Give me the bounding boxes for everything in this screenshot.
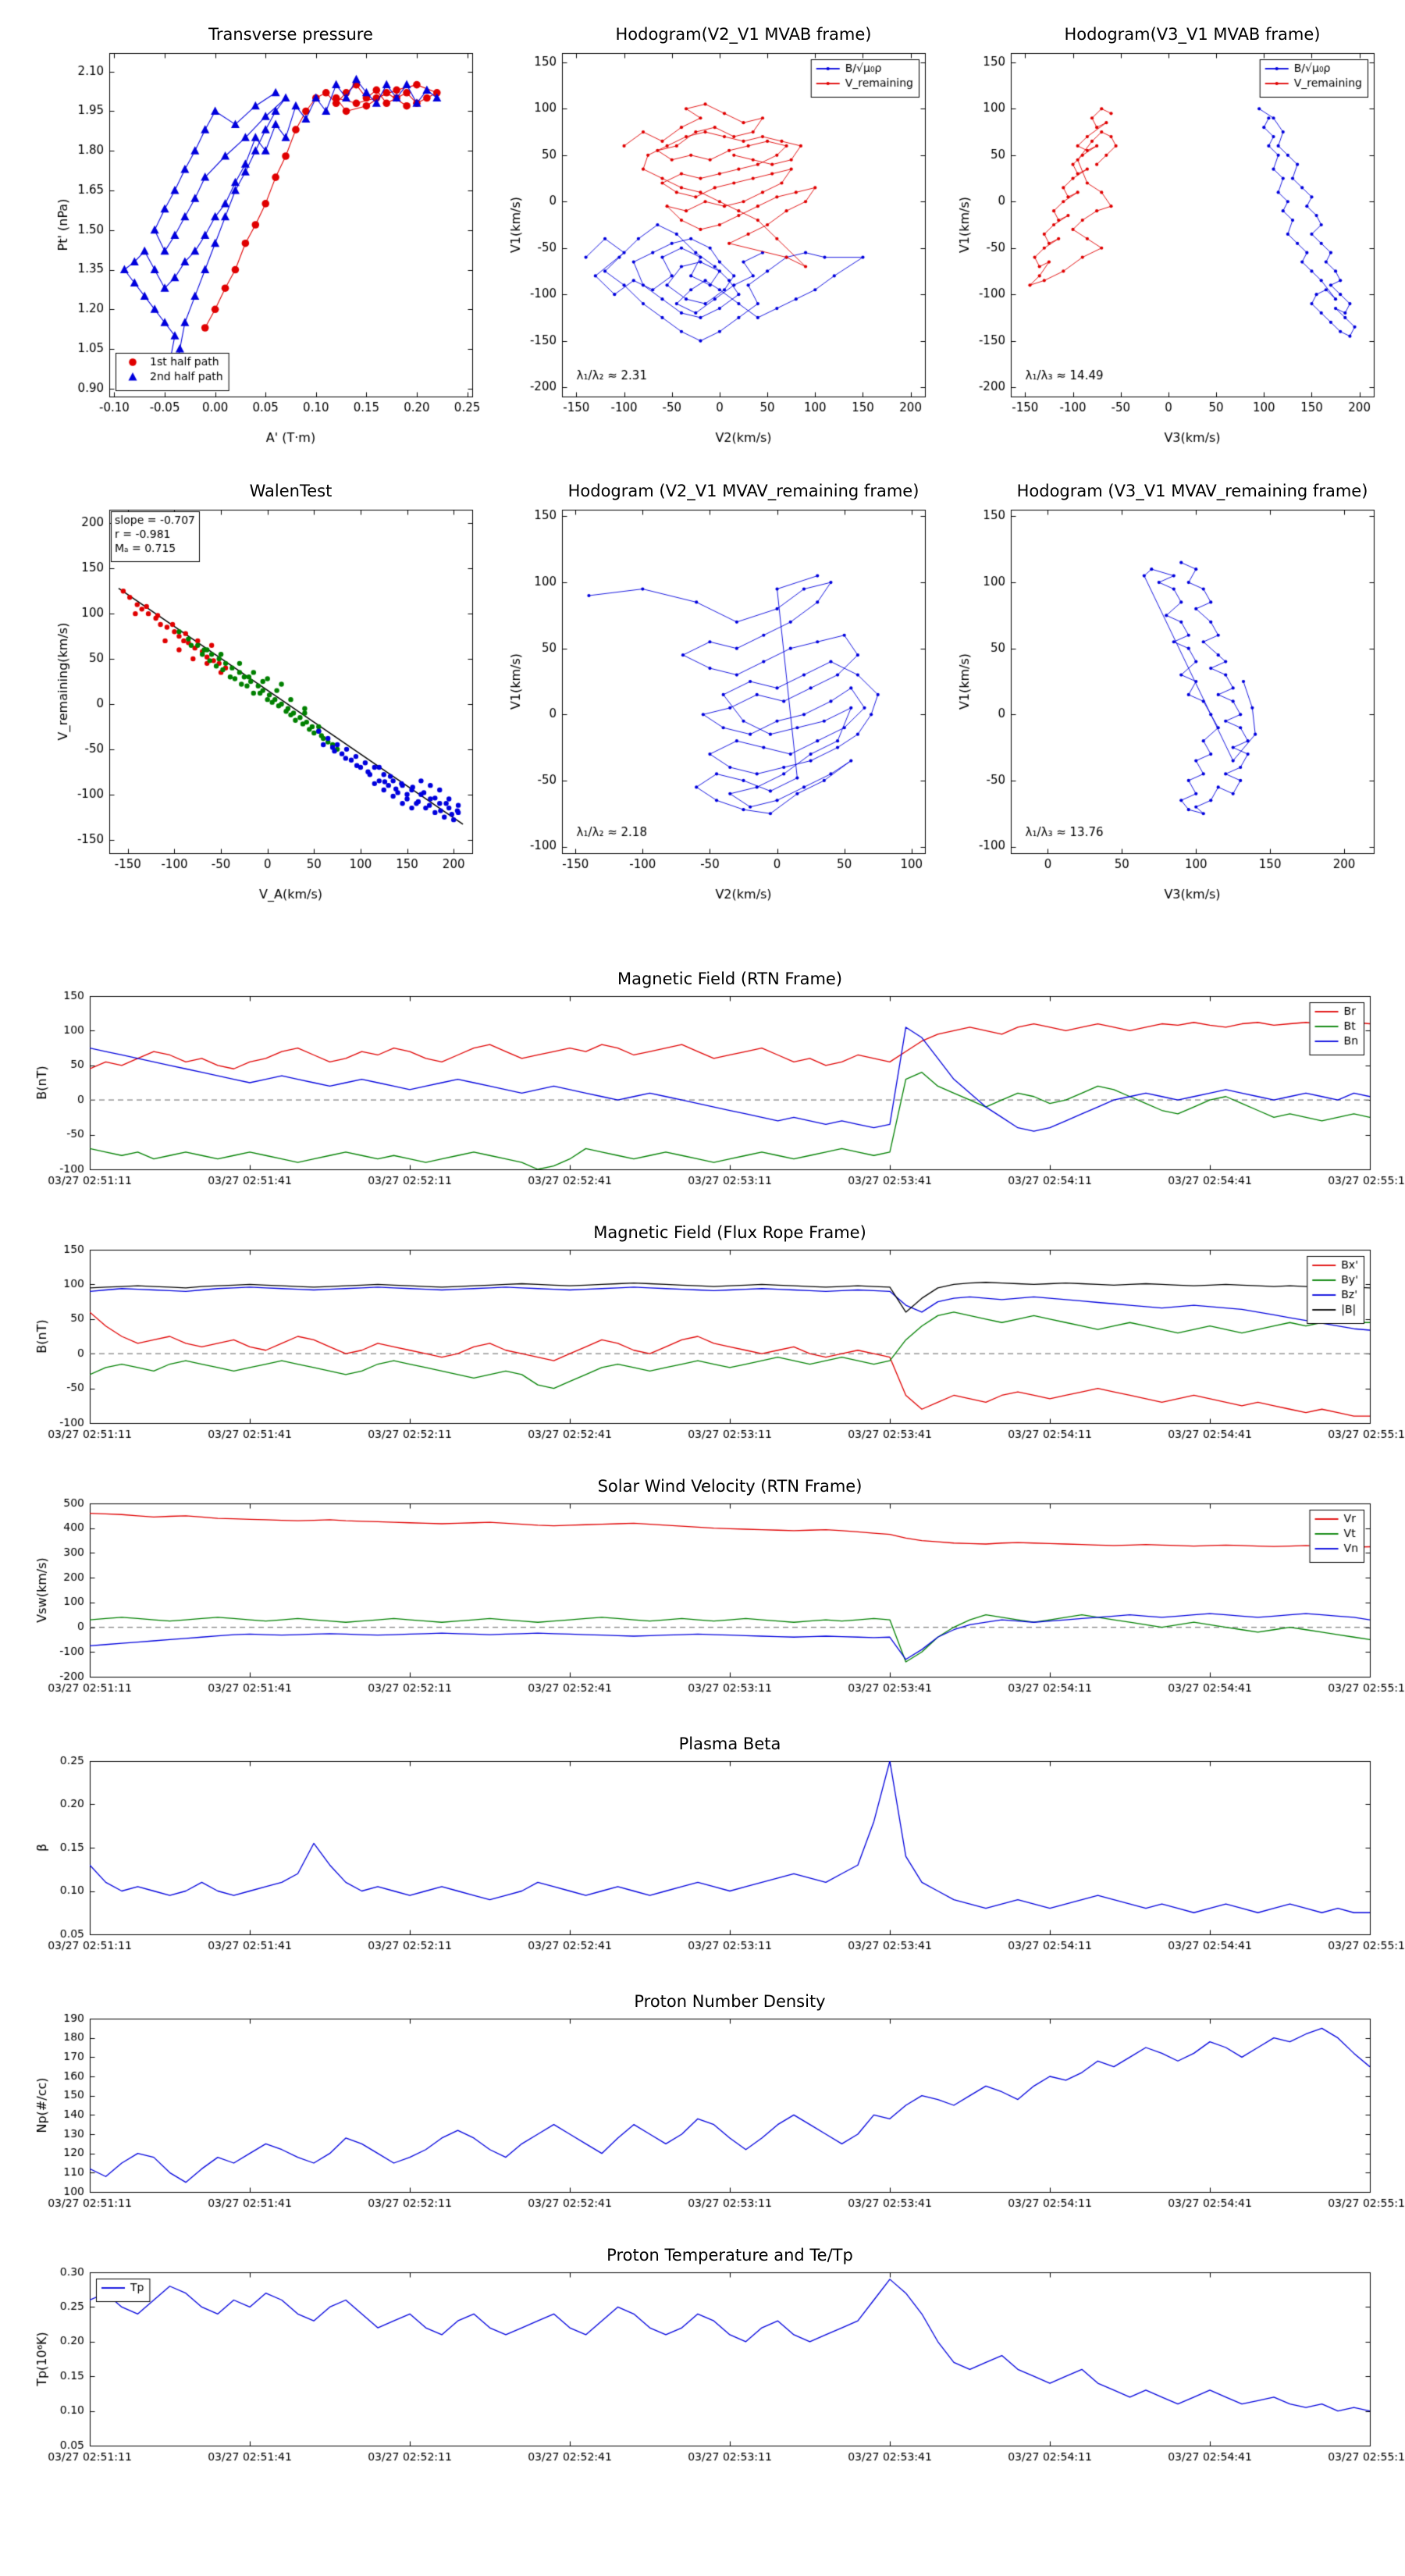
panel-hodogram-v2v1-mvab: Hodogram(V2_V1 MVAB frame)	[500, 23, 937, 451]
plasma-beta-canvas	[0, 1755, 1405, 1981]
panel-hodogram-v3v1-mvab: Hodogram(V3_V1 MVAB frame)	[948, 23, 1385, 451]
panel-magnetic-field-rtn: Magnetic Field (RTN Frame)	[0, 968, 1405, 1216]
panel-plasma-beta: Plasma Beta	[0, 1733, 1405, 1981]
hodogram-v2v1-mvab-canvas	[500, 45, 937, 451]
hodogram-v2v1-mvav-canvas	[500, 502, 937, 908]
magnetic-field-flux-rope-canvas	[0, 1244, 1405, 1470]
panel-title-proton-temperature: Proton Temperature and Te/Tp	[606, 2246, 853, 2265]
panel-title-solar-wind-velocity: Solar Wind Velocity (RTN Frame)	[597, 1477, 863, 1496]
panel-hodogram-v2v1-mvav: Hodogram (V2_V1 MVAV_remaining frame)	[500, 480, 937, 908]
panel-title-magnetic-field-rtn: Magnetic Field (RTN Frame)	[617, 970, 843, 988]
proton-temperature-canvas	[0, 2266, 1405, 2492]
panel-walen-test: WalenTest	[47, 480, 484, 908]
panel-title-hodogram-v2v1-mvav: Hodogram (V2_V1 MVAV_remaining frame)	[567, 482, 919, 500]
panel-hodogram-v3v1-mvav: Hodogram (V3_V1 MVAV_remaining frame)	[948, 480, 1385, 908]
panel-title-proton-number-density: Proton Number Density	[634, 1992, 826, 2011]
panel-title-hodogram-v3v1-mvab: Hodogram(V3_V1 MVAB frame)	[1064, 25, 1321, 44]
hodogram-v3v1-mvab-canvas	[948, 45, 1385, 451]
proton-number-density-canvas	[0, 2012, 1405, 2239]
panel-magnetic-field-flux-rope: Magnetic Field (Flux Rope Frame)	[0, 1222, 1405, 1470]
panel-title-magnetic-field-flux-rope: Magnetic Field (Flux Rope Frame)	[593, 1223, 866, 1242]
magnetic-field-rtn-canvas	[0, 990, 1405, 1216]
panel-transverse-pressure: Transverse pressure	[47, 23, 484, 451]
panel-title-hodogram-v3v1-mvav: Hodogram (V3_V1 MVAV_remaining frame)	[1016, 482, 1368, 500]
walen-test-canvas	[47, 502, 484, 908]
panel-title-transverse-pressure: Transverse pressure	[208, 25, 373, 44]
panel-title-plasma-beta: Plasma Beta	[678, 1735, 781, 1753]
transverse-pressure-canvas	[47, 45, 484, 451]
panel-proton-temperature: Proton Temperature and Te/Tp	[0, 2244, 1405, 2492]
panel-proton-number-density: Proton Number Density	[0, 1991, 1405, 2239]
hodogram-v3v1-mvav-canvas	[948, 502, 1385, 908]
panel-title-walen-test: WalenTest	[249, 482, 333, 500]
panel-title-hodogram-v2v1-mvab: Hodogram(V2_V1 MVAB frame)	[615, 25, 872, 44]
panel-solar-wind-velocity: Solar Wind Velocity (RTN Frame)	[0, 1475, 1405, 1724]
solar-wind-velocity-canvas	[0, 1497, 1405, 1724]
